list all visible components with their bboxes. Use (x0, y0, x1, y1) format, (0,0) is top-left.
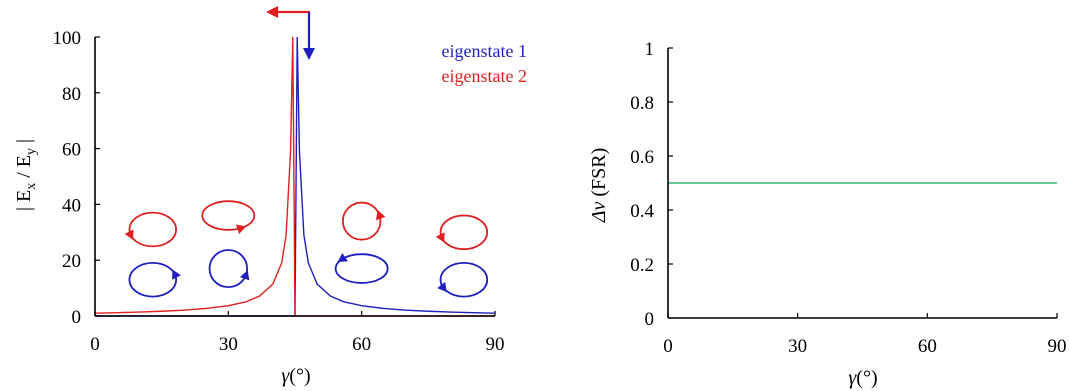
right-y-tick-label: 0.2 (630, 255, 654, 276)
right-y-tick-label: 0.8 (630, 93, 654, 114)
polarization-icon-blue-2-arrowhead (239, 270, 250, 281)
left-y-tick-label: 60 (62, 140, 81, 161)
left-x-tick-label: 30 (219, 334, 238, 355)
arrow-blue (303, 12, 315, 60)
left-chart: 0 30 60 90 0 20 40 60 80 100 eigenstate 1 eigenst… (13, 6, 527, 387)
polarization-icon-blue-1-ellipse (128, 261, 178, 298)
polarization-icon-blue-4-ellipse (439, 261, 489, 298)
right-y-tick-label: 0.6 (630, 147, 654, 168)
polarization-icons (124, 200, 489, 298)
right-x-tick-label: 0 (663, 336, 673, 357)
right-x-tick-label: 90 (1048, 336, 1067, 357)
right-chart: 0 30 60 90 0 0.2 0.4 0.6 0.8 1 Δν (FSR) γ(°) (588, 39, 1067, 389)
left-series-group (94, 36, 496, 317)
left-x-tick-label: 60 (352, 334, 371, 355)
left-series-line-1 (95, 36, 496, 317)
right-y-tick-label: 1 (645, 39, 655, 60)
polarization-icon-red-2-arrowhead (236, 224, 247, 234)
polarization-icon-red-3-ellipse (341, 201, 382, 241)
left-x-tick-label: 90 (486, 334, 505, 355)
left-y-tick-label: 0 (72, 307, 82, 328)
left-y-tick-label: 100 (53, 28, 82, 49)
left-x-axis-label: γ(°) (281, 365, 310, 387)
polarization-icon-blue-4-arrowhead (437, 281, 447, 293)
polarization-icon-blue-3-ellipse (334, 253, 389, 284)
arrow-red (266, 6, 310, 18)
right-y-tick-label: 0.4 (630, 201, 654, 222)
legend-eigenstate-1: eigenstate 1 (442, 41, 527, 61)
right-x-tick-label: 60 (918, 336, 937, 357)
left-y-tick-label: 40 (62, 195, 81, 216)
right-x-axis-label: γ(°) (848, 367, 877, 389)
left-y-tick-label: 80 (62, 84, 81, 105)
polarization-icon-red-4-arrowhead (435, 232, 445, 243)
legend-eigenstate-2: eigenstate 2 (442, 66, 527, 86)
polarization-icon-blue-2-ellipse (208, 249, 249, 289)
right-x-tick-label: 30 (788, 336, 807, 357)
left-y-axis-label: | Ex / Ey | (13, 139, 39, 211)
polarization-icon-red-1-arrowhead (124, 229, 134, 240)
polarization-icon-red-4-ellipse (439, 214, 489, 251)
left-series-line-2 (94, 36, 495, 317)
right-y-tick-label: 0 (645, 309, 655, 330)
left-y-tick-label: 20 (62, 251, 81, 272)
right-y-axis-label: Δν (FSR) (588, 148, 610, 224)
polarization-icon-red-3-arrowhead (376, 210, 386, 221)
polarization-icon-blue-3-arrowhead (337, 252, 348, 263)
left-x-tick-label: 0 (90, 334, 100, 355)
polarization-icon-red-2-ellipse (201, 200, 256, 231)
polarization-icon-red-1-ellipse (128, 211, 178, 248)
polarization-icon-blue-1-arrowhead (172, 269, 181, 280)
